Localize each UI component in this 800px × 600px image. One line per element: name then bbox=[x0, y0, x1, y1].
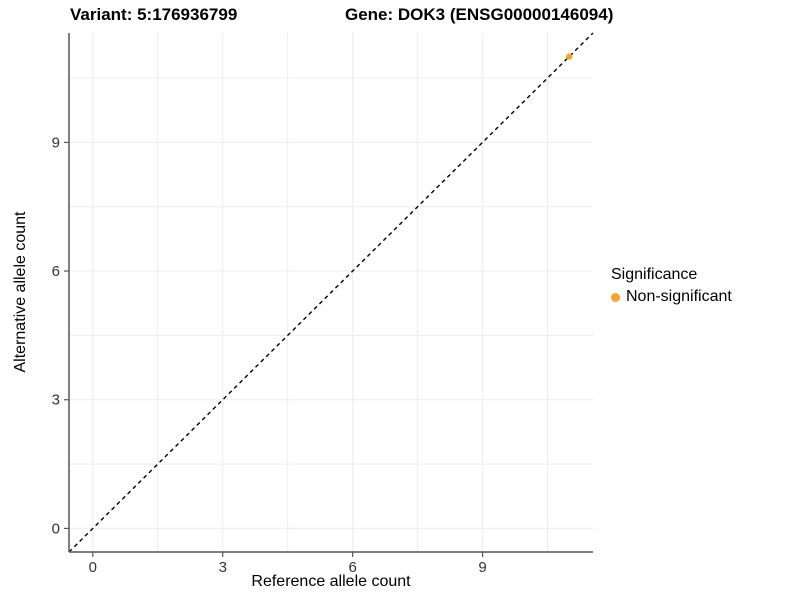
data-point bbox=[565, 53, 573, 60]
legend-point-icon bbox=[611, 292, 620, 302]
y-axis-title: Alternative allele count bbox=[12, 211, 29, 373]
legend-item-non-significant: Non-significant bbox=[611, 288, 732, 306]
x-tick-label: 0 bbox=[89, 559, 97, 576]
x-tick-label: 6 bbox=[348, 559, 356, 576]
legend: Significance Non-significant bbox=[611, 266, 732, 306]
x-axis-title: Reference allele count bbox=[251, 573, 411, 590]
y-tick-label: 6 bbox=[52, 263, 60, 280]
y-tick-label: 3 bbox=[52, 392, 60, 409]
x-tick-label: 9 bbox=[478, 559, 486, 576]
legend-title: Significance bbox=[611, 266, 698, 283]
variant-title: Variant: 5:176936799 bbox=[70, 5, 238, 24]
gene-title: Gene: DOK3 (ENSG00000146094) bbox=[345, 5, 614, 24]
identity-reference-line bbox=[68, 32, 594, 553]
y-tick-label: 0 bbox=[52, 520, 60, 537]
y-tick-label: 9 bbox=[52, 134, 60, 151]
x-tick-label: 3 bbox=[219, 559, 227, 576]
legend-item-label: Non-significant bbox=[626, 288, 732, 305]
